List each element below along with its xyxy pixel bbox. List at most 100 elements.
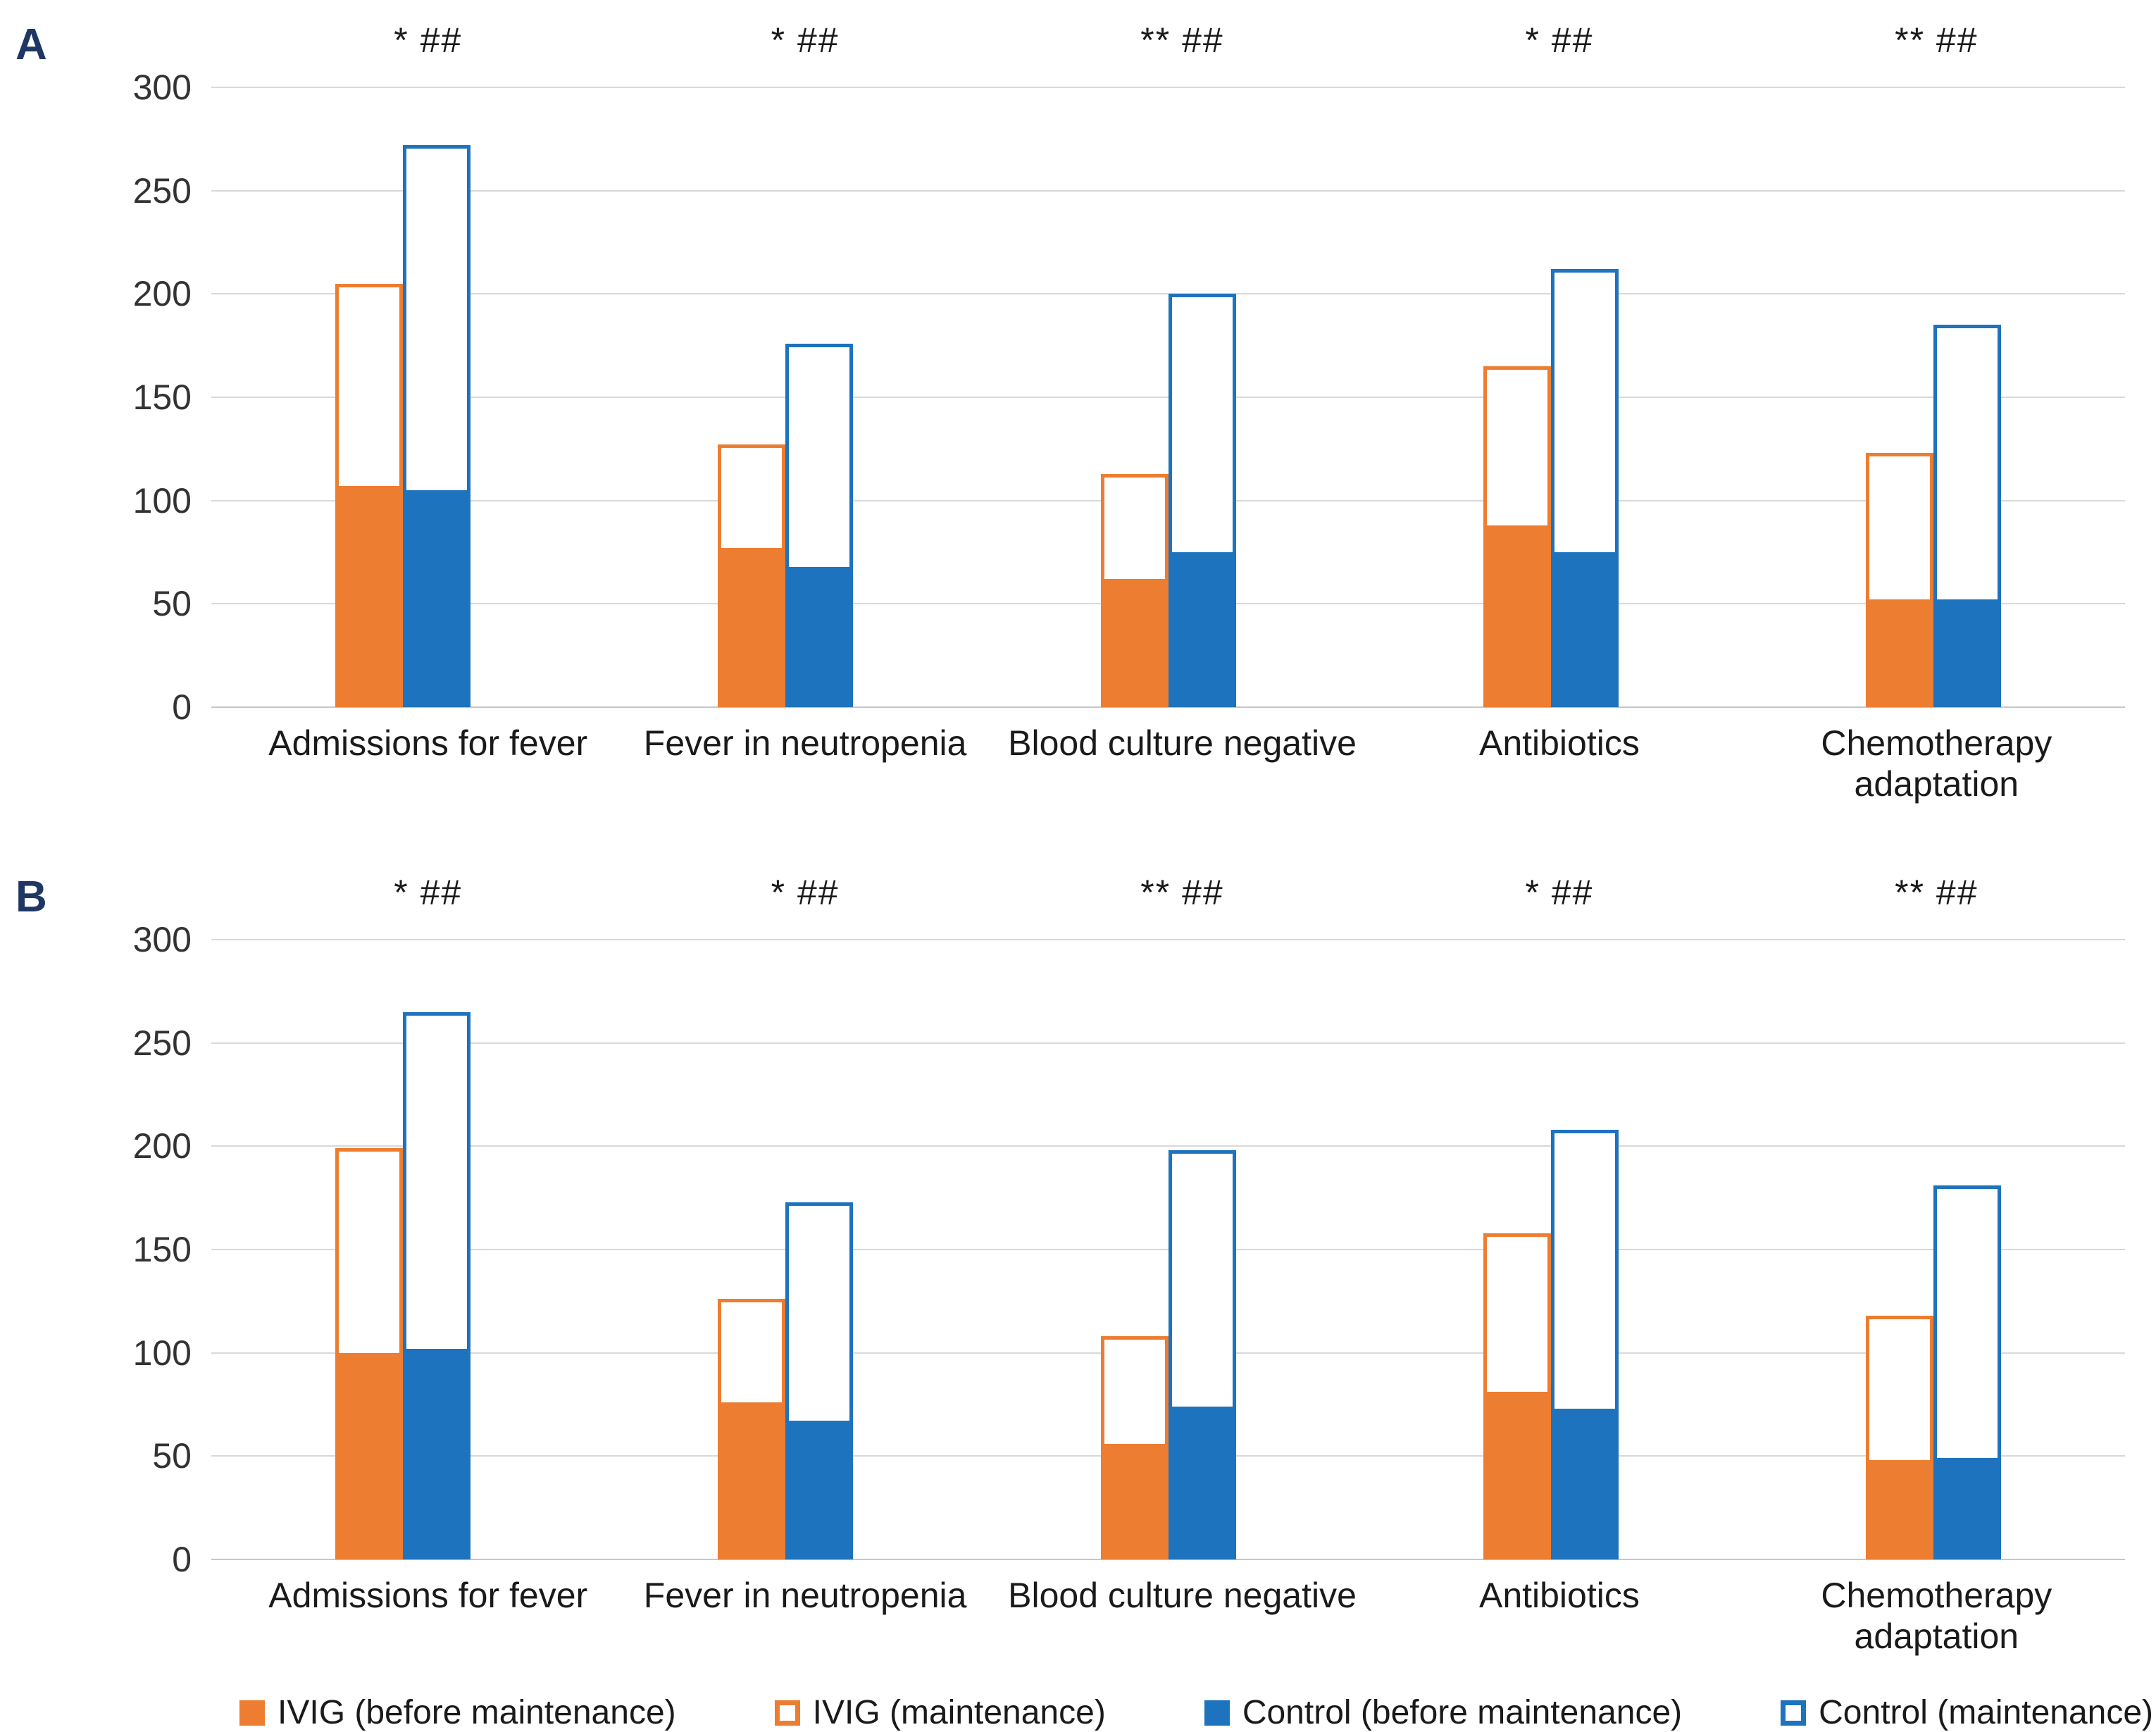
bar-control-fill [1933,1458,2002,1559]
significance-label: ** ## [1895,20,1979,60]
bar-ivig-fill [1483,1392,1551,1559]
bar-control-fill [1550,552,1619,707]
bar-ivig [335,1148,403,1559]
category-label: Blood culture negative [1008,1576,1357,1615]
significance-label: * ## [394,873,463,912]
panel-B: B * ## * ## ** ## * ## ** ## 0 50 100 150 200 250 30… [0,872,2156,1657]
bar-control [1550,269,1619,707]
bar-ivig [1866,1315,1934,1559]
legend-label: Control (maintenance) [1819,1694,2154,1731]
bar-group [211,87,594,707]
y-tick-label: 100 [132,1333,192,1373]
bar-control-fill [1933,599,2002,707]
bar-ivig [335,283,403,707]
bar-control [1933,325,2002,707]
bar-group [594,87,976,707]
significance-label: * ## [1525,873,1594,912]
bar-group [594,940,976,1559]
gridline [211,706,2125,708]
y-tick-label: 300 [132,920,192,959]
bar-control-fill [1168,552,1236,707]
figure: A * ## * ## ** ## * ## ** ## 0 50 100 150 200 250 30… [0,20,2156,1657]
plot-area [211,939,2125,1560]
significance-label: * ## [771,20,840,60]
significance-label: * ## [394,20,463,60]
significance-label: ** ## [1140,20,1224,60]
bar-control-fill [785,1421,854,1559]
bar-control [402,145,471,707]
bar-control [1168,1150,1236,1559]
gridline [211,397,2125,398]
bar-ivig [718,444,786,707]
y-tick-label: 300 [132,68,192,107]
significance-label: * ## [1525,20,1594,60]
bar-control [1168,294,1236,707]
y-tick-label: 100 [132,480,192,521]
gridline [211,293,2125,295]
significance-row: * ## * ## ** ## * ## ** ## [239,872,2125,940]
bar-ivig-fill [1866,1460,1934,1559]
legend: IVIG (before maintenance) IVIG (maintenan… [239,1693,2156,1732]
y-tick-label: 150 [132,1230,192,1269]
bar-control-fill [1168,1406,1236,1559]
y-tick-label: 0 [172,687,192,727]
category-label: Admissions for fever [268,1576,588,1615]
legend-item: IVIG (before maintenance) [239,1693,676,1732]
gridline [211,189,2125,192]
bar-ivig [1100,1336,1169,1559]
outline-square-marker-icon [774,1700,800,1726]
bar-group [211,940,594,1559]
bar-group [1743,87,2125,707]
legend-label: IVIG (before maintenance) [278,1694,676,1731]
significance-label: * ## [771,873,840,912]
y-tick-label: 250 [132,1023,192,1063]
legend-item: Control (before maintenance) [1204,1693,1682,1732]
category-label: Fever in neutropenia [643,1576,967,1615]
bar-control [785,343,854,707]
category-label: Chemotherapy adaptation [1821,1576,2052,1656]
y-tick-label: 250 [132,170,192,211]
category-label: Fever in neutropenia [643,723,967,763]
bar-control [402,1011,471,1559]
bar-ivig-fill [718,1402,786,1559]
y-tick-label: 200 [132,1126,192,1166]
bar-ivig-fill [1866,599,1934,707]
bar-ivig-fill [335,486,403,707]
gridline [211,1249,2125,1250]
bar-ivig-fill [718,548,786,707]
y-tick-label: 200 [132,274,192,314]
bar-ivig-fill [1100,1443,1169,1559]
x-axis-labels: Admissions for fever Fever in neutropenia… [239,707,2125,804]
bar-group [977,940,1359,1559]
bar-ivig-fill [335,1352,403,1559]
bar-group [1359,940,1742,1559]
legend-item: Control (maintenance) [1781,1693,2153,1732]
category-label: Blood culture negative [1008,723,1357,763]
bar-ivig [718,1299,786,1559]
significance-label: ** ## [1140,873,1224,912]
bar-control-fill [402,1348,471,1559]
gridline [211,1042,2125,1044]
panel-label: B [15,873,47,921]
panel-A: A * ## * ## ** ## * ## ** ## 0 50 100 150 200 250 30… [0,20,2156,804]
gridline [211,87,2125,89]
bar-control [1933,1185,2002,1559]
legend-label: IVIG (maintenance) [812,1694,1106,1731]
gridline [211,1145,2125,1147]
bar-ivig-fill [1483,525,1551,707]
y-axis: 0 50 100 150 200 250 300 [0,68,211,727]
y-tick-label: 150 [132,378,192,417]
outline-square-marker-icon [1781,1700,1807,1726]
y-tick-label: 50 [152,584,192,624]
panel-label: A [15,20,47,69]
bar-group [977,87,1359,707]
significance-label: ** ## [1895,873,1979,912]
gridline [211,1559,2125,1560]
significance-row: * ## * ## ** ## * ## ** ## [239,20,2125,87]
category-label: Antibiotics [1478,723,1640,763]
bar-ivig-fill [1100,579,1169,707]
bar-control-fill [1550,1408,1619,1559]
bar-ivig [1483,366,1551,707]
gridline [211,939,2125,941]
bar-control-fill [402,490,471,707]
